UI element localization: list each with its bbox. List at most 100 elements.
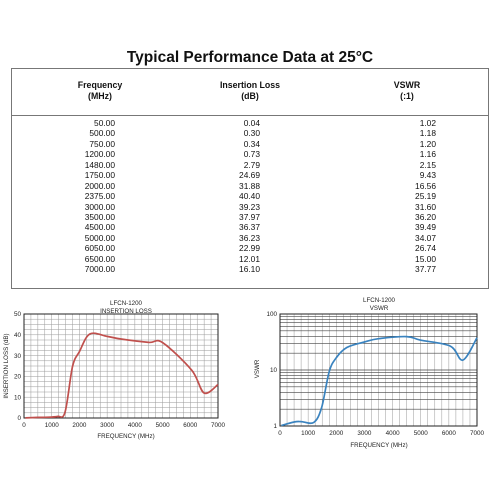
vswr-cell: 1.02	[419, 118, 436, 128]
vswr-x-tick-label: 2000	[329, 430, 344, 437]
insertion-loss-chart: LFCN-1200 INSERTION LOSS FREQUENCY (MHz)…	[3, 300, 226, 440]
frequency-cell: 6500.00	[84, 253, 115, 264]
insertion-loss-cell: 36.23	[239, 232, 260, 243]
vswr-y-tick-label: 10	[270, 367, 278, 374]
il-x-tick-label: 7000	[211, 422, 226, 429]
vswr-cell: 25.19	[415, 191, 436, 202]
vswr-chart-xlabel: FREQUENCY (MHz)	[350, 442, 407, 449]
header-frequency-unit: (MHz)	[88, 91, 112, 101]
header-insertion-loss-label: Insertion Loss	[219, 80, 281, 90]
insertion-loss-cell: 12.01	[239, 253, 260, 264]
frequency-cell: 2375.00	[84, 191, 115, 202]
insertion-loss-cell: 36.37	[239, 222, 260, 233]
il-x-tick-label: 6000	[183, 422, 198, 429]
header-frequency: Frequency (MHz)	[60, 80, 140, 102]
insertion-loss-cell: 40.40	[239, 191, 260, 202]
il-y-tick-label: 40	[14, 332, 22, 339]
vswr-plot-frame	[279, 313, 478, 427]
il-y-tick-label: 10	[14, 394, 22, 401]
insertion-loss-column: 0.04 0.30 0.34 0.73 2.79 24.69 31.88 40.40 39.23…	[239, 118, 260, 275]
vswr-chart-title: LFCN-1200	[363, 297, 396, 304]
vswr-chart-subtitle: VSWR	[370, 305, 389, 312]
frequency-column: 50.00 500.00 750.00 1200.00 1480.00 1750.00 20…	[85, 118, 115, 275]
insertion-loss-cell: 0.30	[243, 128, 260, 139]
vswr-x-tick-label: 7000	[470, 430, 485, 437]
frequency-cell: 3000.00	[84, 201, 115, 212]
table-header-divider	[12, 115, 488, 116]
il-x-tick-label: 0	[22, 422, 26, 429]
il-chart-xlabel: FREQUENCY (MHz)	[97, 433, 154, 440]
il-x-tick-label: 3000	[100, 422, 115, 429]
vswr-cell: 1.16	[419, 149, 436, 160]
il-x-tick-label: 2000	[72, 422, 87, 429]
header-vswr-unit: (:1)	[400, 91, 414, 101]
vswr-x-tick-label: 3000	[357, 430, 372, 437]
vswr-cell: 36.20	[415, 211, 436, 222]
il-y-tick-label: 50	[14, 311, 22, 318]
header-vswr: VSWR (:1)	[377, 80, 437, 102]
vswr-x-tick-label: 1000	[301, 430, 316, 437]
il-chart-subtitle: INSERTION LOSS	[100, 308, 152, 315]
il-chart-ylabel: INSERTION LOSS (dB)	[3, 333, 10, 398]
il-chart-title: LFCN-1200	[110, 300, 143, 307]
insertion-loss-cell: 2.79	[243, 159, 260, 170]
vswr-y-tick-label: 1	[273, 423, 277, 430]
frequency-cell: 5000.00	[84, 232, 115, 243]
frequency-cell: 500.00	[89, 128, 115, 139]
vswr-series-line	[281, 335, 478, 427]
vswr-cell: 39.49	[415, 222, 436, 233]
page-title: Typical Performance Data at 25°C	[126, 49, 374, 66]
frequency-cell: 6050.00	[84, 243, 115, 254]
header-frequency-label: Frequency	[77, 80, 123, 90]
vswr-cell: 1.18	[419, 128, 436, 139]
il-y-tick-label: 20	[14, 374, 22, 381]
frequency-cell: 4500.00	[84, 222, 115, 233]
frequency-cell: 2000.00	[84, 180, 115, 191]
vswr-cell: 2.15	[419, 159, 436, 170]
vswr-cell: 1.20	[419, 138, 436, 149]
table-header-row: Frequency (MHz) Insertion Loss (dB) VSWR…	[12, 69, 488, 115]
insertion-loss-cell: 39.23	[239, 201, 260, 212]
insertion-loss-cell: 0.34	[243, 138, 260, 149]
frequency-cell: 50.00	[94, 118, 115, 128]
insertion-loss-cell: 24.69	[239, 170, 260, 181]
frequency-cell: 750.00	[89, 138, 115, 149]
header-insertion-loss-unit: (dB)	[241, 91, 259, 101]
header-insertion-loss: Insertion Loss (dB)	[200, 80, 300, 102]
vswr-cell: 37.77	[415, 264, 436, 275]
vswr-chart-ylabel: VSWR	[254, 359, 261, 378]
vswr-cell: 34.07	[415, 232, 436, 243]
header-vswr-label: VSWR	[393, 80, 421, 90]
vswr-y-tick-label: 100	[266, 311, 277, 318]
vswr-column: 1.02 1.18 1.20 1.16 2.15 9.43 16.56 25.19 31.60 3…	[394, 118, 436, 275]
il-x-tick-label: 5000	[156, 422, 171, 429]
frequency-cell: 1750.00	[84, 170, 115, 181]
il-x-tick-label: 4000	[128, 422, 143, 429]
frequency-cell: 3500.00	[84, 211, 115, 222]
performance-table: Frequency (MHz) Insertion Loss (dB) VSWR…	[11, 68, 489, 289]
il-y-tick-label: 30	[14, 353, 22, 360]
vswr-x-tick-label: 0	[278, 430, 282, 437]
vswr-cell: 31.60	[415, 201, 436, 212]
frequency-cell: 7000.00	[84, 264, 115, 275]
vswr-x-tick-label: 5000	[414, 430, 429, 437]
vswr-cell: 16.56	[415, 180, 436, 191]
insertion-loss-cell: 22.99	[239, 243, 260, 254]
il-y-tick-label: 0	[17, 415, 21, 422]
insertion-loss-cell: 31.88	[239, 180, 260, 191]
frequency-cell: 1200.00	[84, 149, 115, 160]
vswr-cell: 26.74	[415, 243, 436, 254]
il-x-tick-label: 1000	[45, 422, 60, 429]
vswr-cell: 9.43	[419, 170, 436, 181]
insertion-loss-cell: 37.97	[239, 211, 260, 222]
vswr-x-tick-label: 6000	[442, 430, 457, 437]
insertion-loss-cell: 0.04	[243, 118, 260, 128]
insertion-loss-cell: 0.73	[243, 149, 260, 160]
il-plot-frame	[23, 313, 219, 419]
frequency-cell: 1480.00	[84, 159, 115, 170]
vswr-cell: 15.00	[415, 253, 436, 264]
insertion-loss-cell: 16.10	[239, 264, 260, 275]
vswr-chart: LFCN-1200 VSWR FREQUENCY (MHz) VSWR 0 100…	[254, 297, 485, 449]
il-series-line	[25, 332, 219, 419]
vswr-x-tick-label: 4000	[386, 430, 401, 437]
